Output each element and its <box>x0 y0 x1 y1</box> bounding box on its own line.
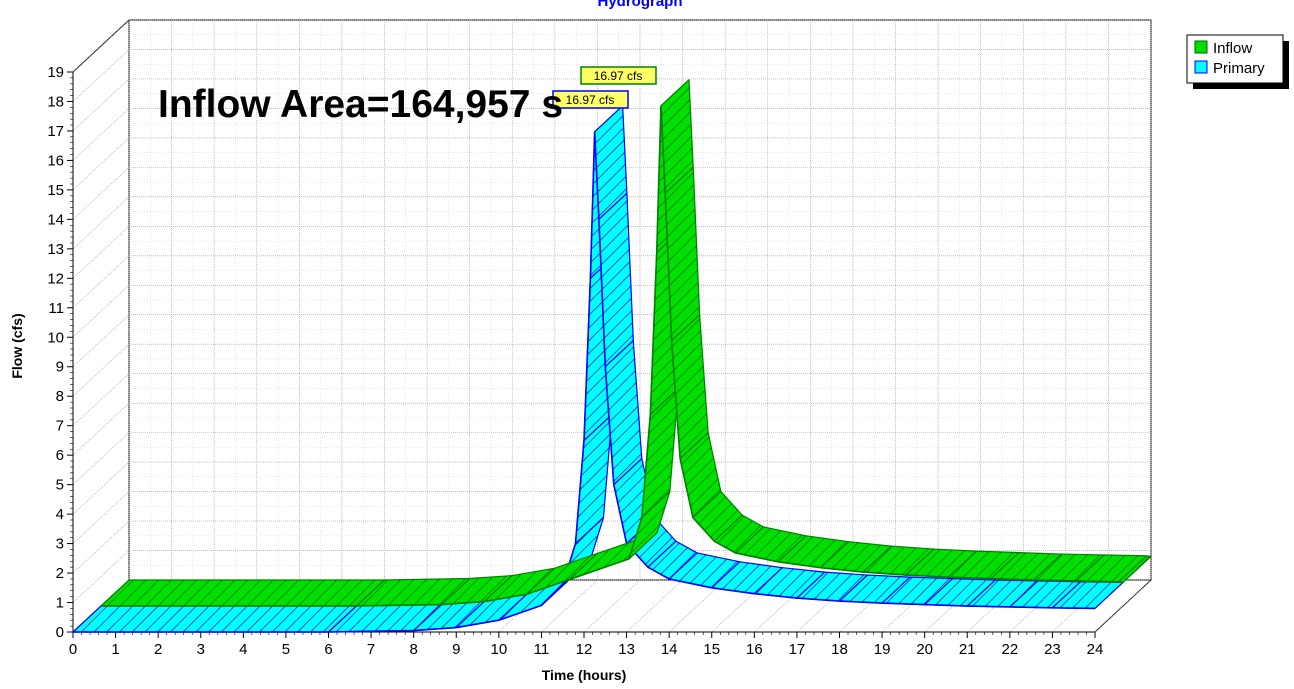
gridline-x-floor <box>711 579 768 633</box>
primary-peak-label: 16.97 cfs <box>552 90 629 109</box>
x-tick-label: 18 <box>831 641 848 658</box>
inflow-area-annotation: Inflow Area=164,957 s <box>158 83 563 126</box>
gridline-y-side <box>72 432 130 485</box>
x-tick-label: 13 <box>618 641 635 658</box>
chart-series <box>72 79 1152 633</box>
y-tick-label: 15 <box>47 182 64 199</box>
x-tick-label: 0 <box>69 641 77 658</box>
x-tick-label: 22 <box>1001 641 1018 658</box>
y-tick-label: 2 <box>56 565 64 582</box>
x-tick-label: 19 <box>874 641 891 658</box>
x-tick-label: 10 <box>490 641 507 658</box>
gridline-x-floor <box>668 579 726 633</box>
x-tick-label: 12 <box>576 641 593 658</box>
gridline-y-side <box>72 491 130 544</box>
y-tick-label: 5 <box>56 477 64 494</box>
gridline-y-side <box>72 461 130 515</box>
series-ribbon-segment <box>72 605 358 633</box>
gridline-y-side <box>72 520 130 574</box>
y-tick-label: 0 <box>56 624 64 641</box>
y-tick-label: 9 <box>56 359 64 376</box>
x-tick-label: 6 <box>324 641 332 658</box>
x-tick-label: 21 <box>959 641 976 658</box>
inflow-peak-label: 16.97 cfs <box>580 66 657 85</box>
gridline-x-floor <box>583 579 641 633</box>
y-tick-label: 19 <box>47 64 64 81</box>
gridline-y-side <box>72 226 130 279</box>
gridline-y-side <box>72 78 130 132</box>
y-axis-label: Flow (cfs) <box>9 313 25 378</box>
gridline-x-floor <box>626 579 683 633</box>
x-tick-label: 23 <box>1044 641 1061 658</box>
legend-swatch-primary <box>1194 60 1208 74</box>
x-tick-label: 17 <box>789 641 806 658</box>
chart-title: Hydrograph <box>597 0 682 10</box>
gridline-y-side <box>72 314 130 367</box>
x-tick-label: 4 <box>239 641 247 658</box>
x-tick-label: 9 <box>452 641 460 658</box>
gridline-x-floor <box>541 579 598 633</box>
legend-swatch-inflow <box>1194 40 1208 54</box>
y-tick-label: 6 <box>56 447 64 464</box>
y-tick-label: 1 <box>56 595 64 612</box>
gridline-y-side <box>72 550 130 603</box>
gridline-y-side <box>72 255 130 309</box>
gridline-x-floor <box>839 579 896 633</box>
gridline-y-side <box>72 402 130 456</box>
gridline-y-side <box>72 196 130 250</box>
gridline-y-side <box>72 373 130 426</box>
x-tick-label: 11 <box>534 641 550 658</box>
y-tick-label: 16 <box>47 152 64 169</box>
svg-text:16.97 cfs: 16.97 cfs <box>566 93 615 107</box>
x-tick-label: 1 <box>111 641 119 658</box>
x-tick-label: 8 <box>409 641 417 658</box>
y-tick-label: 18 <box>47 93 64 110</box>
x-tick-label: 15 <box>703 641 720 658</box>
gridline-y-side <box>72 49 130 102</box>
legend-label-inflow: Inflow <box>1213 40 1252 57</box>
y-tick-label: 12 <box>47 270 64 287</box>
legend: Inflow Primary <box>1186 34 1289 89</box>
svg-text:16.97 cfs: 16.97 cfs <box>594 69 643 83</box>
legend-label-primary: Primary <box>1213 60 1265 77</box>
y-tick-label: 14 <box>47 211 64 228</box>
gridline-y-side <box>72 108 130 161</box>
x-tick-label: 20 <box>916 641 933 658</box>
gridline-y-side <box>72 343 130 397</box>
y-tick-label: 13 <box>47 241 64 258</box>
x-tick-label: 14 <box>661 641 678 658</box>
series-ribbon-segment <box>100 579 386 607</box>
series-front-line <box>101 105 1124 607</box>
x-tick-label: 16 <box>746 641 763 658</box>
gridline-x-floor <box>754 579 811 633</box>
x-tick-label: 3 <box>197 641 205 658</box>
gridline-y-side <box>72 167 130 220</box>
gridline-y-side <box>72 285 130 338</box>
y-tick-label: 3 <box>56 536 64 553</box>
x-tick-label: 5 <box>282 641 290 658</box>
series-inflow <box>100 79 1152 607</box>
y-tick-label: 4 <box>56 506 64 523</box>
x-tick-label: 24 <box>1087 641 1104 658</box>
y-tick-label: 7 <box>56 418 64 435</box>
x-tick-label: 7 <box>367 641 375 658</box>
y-tick-label: 17 <box>47 123 64 140</box>
gridline-x-floor <box>796 579 854 633</box>
gridline-x-floor <box>881 579 939 633</box>
gridline-y-side <box>72 19 130 73</box>
y-tick-label: 10 <box>47 329 64 346</box>
y-tick-label: 8 <box>56 388 64 405</box>
gridline-x-floor <box>1094 579 1152 633</box>
series-front-line <box>73 131 1096 633</box>
x-axis-label: Time (hours) <box>542 667 627 683</box>
x-tick-label: 2 <box>154 641 162 658</box>
gridline-y-side <box>72 137 130 191</box>
y-tick-label: 11 <box>48 300 64 317</box>
